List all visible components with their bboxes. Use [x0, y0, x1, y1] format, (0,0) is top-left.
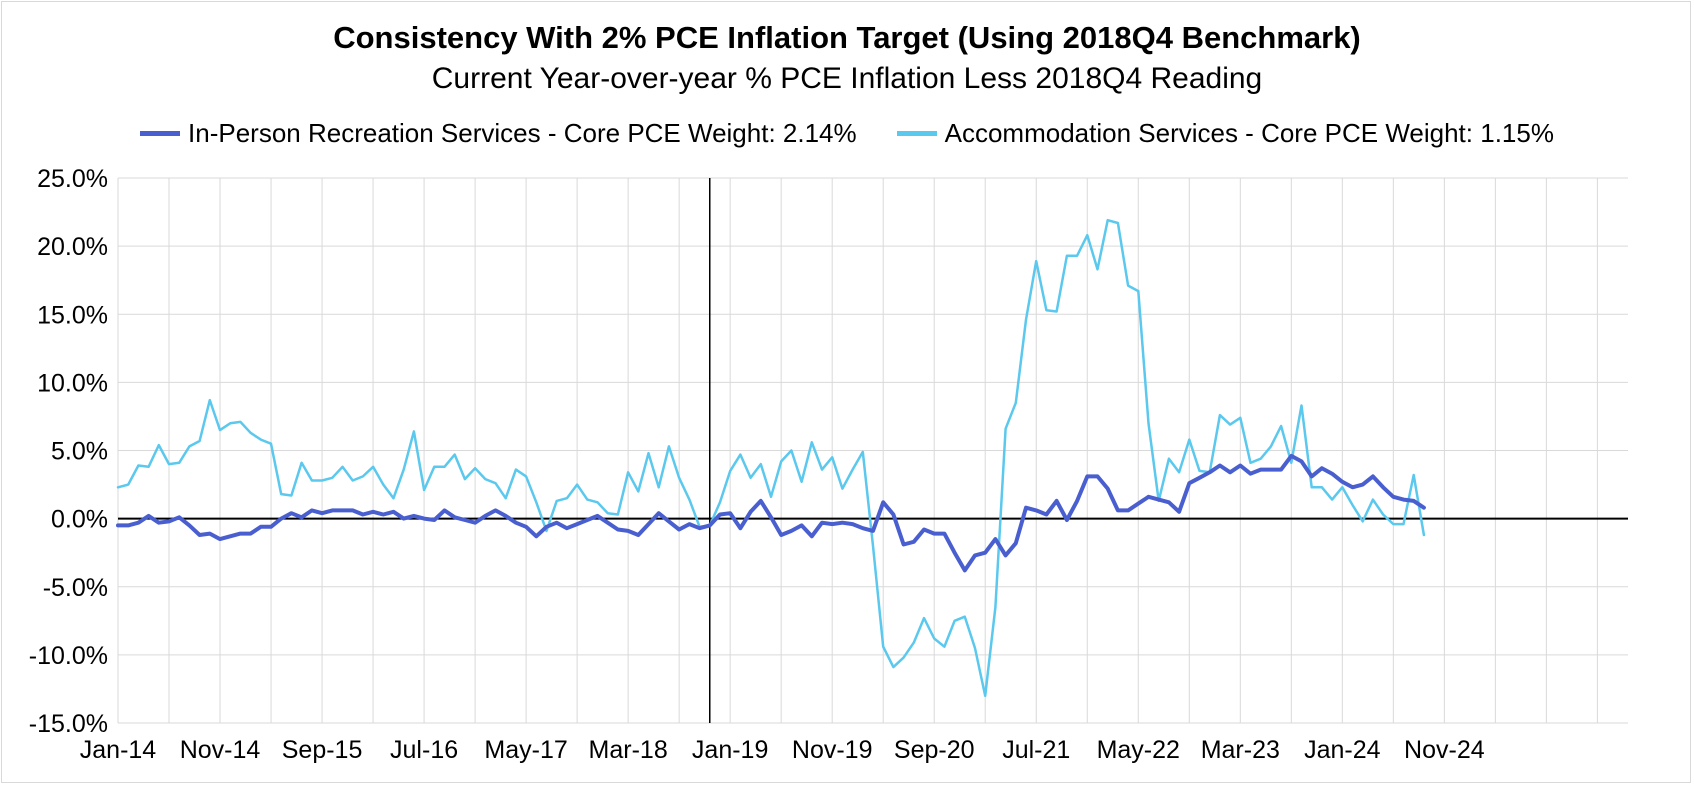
- y-tick-label: 25.0%: [37, 165, 108, 193]
- x-tick-label: Jul-16: [390, 736, 458, 764]
- series-line-recreation: [116, 453, 1426, 573]
- x-tick-label: Mar-23: [1201, 736, 1280, 764]
- chart-subtitle: Current Year-over-year % PCE Inflation L…: [431, 62, 1263, 95]
- legend-item-recreation: In-Person Recreation Services - Core PCE…: [140, 118, 857, 149]
- y-tick-label: -10.0%: [29, 642, 108, 670]
- x-tick-label: Sep-15: [282, 736, 363, 764]
- x-tick-label: Sep-20: [894, 736, 975, 764]
- x-tick-label: Jan-14: [80, 736, 157, 764]
- x-tick-label: Nov-19: [792, 736, 873, 764]
- x-tick-label: Nov-14: [180, 736, 261, 764]
- series-line-accommodation: [116, 218, 1426, 698]
- legend-label-recreation: In-Person Recreation Services - Core PCE…: [188, 118, 857, 148]
- x-tick-label: Mar-18: [589, 736, 668, 764]
- x-tick-label: May-22: [1097, 736, 1180, 764]
- y-tick-label: 5.0%: [51, 438, 108, 466]
- x-tick-label: Jul-21: [1002, 736, 1070, 764]
- legend-swatch-recreation: [140, 131, 181, 136]
- y-tick-label: 0.0%: [51, 506, 108, 534]
- x-tick-label: May-17: [484, 736, 567, 764]
- y-tick-label: 20.0%: [37, 233, 108, 261]
- x-tick-label: Jan-24: [1304, 736, 1381, 764]
- y-tick-label: 15.0%: [37, 301, 108, 329]
- y-tick-label: -5.0%: [43, 574, 108, 602]
- x-tick-label: Jan-19: [692, 736, 768, 764]
- x-tick-label: Nov-24: [1404, 736, 1485, 764]
- y-tick-label: -15.0%: [29, 710, 108, 738]
- legend-swatch-accommodation: [896, 131, 937, 136]
- y-tick-label: 10.0%: [37, 369, 108, 397]
- chart-title: Consistency With 2% PCE Inflation Target…: [333, 20, 1361, 55]
- legend-item-accommodation: Accommodation Services - Core PCE Weight…: [896, 118, 1554, 149]
- legend-label-accommodation: Accommodation Services - Core PCE Weight…: [944, 118, 1554, 148]
- legend: In-Person Recreation Services - Core PCE…: [0, 118, 1694, 149]
